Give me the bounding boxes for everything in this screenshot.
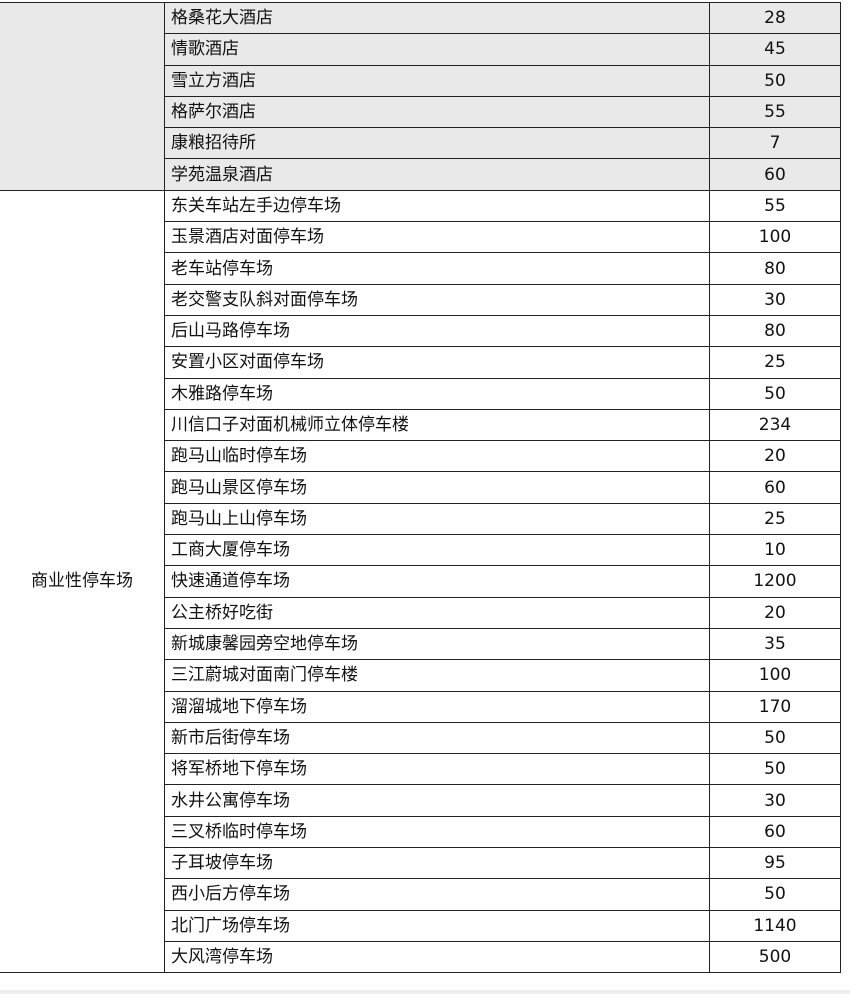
parking-name: 三江蔚城对面南门停车楼	[164, 659, 710, 692]
table-row: 西小后方停车场 50	[0, 878, 841, 911]
parking-spaces: 20	[709, 440, 841, 473]
parking-spaces: 28	[709, 1, 841, 35]
parking-spaces: 80	[709, 252, 841, 285]
table-row: 格萨尔酒店 55	[0, 95, 841, 129]
table-row: 北门广场停车场 1140	[0, 909, 841, 942]
parking-name: 子耳坡停车场	[164, 847, 710, 880]
parking-spaces: 7	[709, 127, 841, 160]
parking-name: 新城康馨园旁空地停车场	[164, 627, 710, 661]
table-row: 商业性停车场 东关车站左手边停车场 55	[0, 189, 841, 974]
parking-name: 老车站停车场	[164, 252, 710, 285]
parking-name: 工商大厦停车场	[164, 534, 710, 567]
parking-spaces: 50	[709, 753, 841, 786]
parking-spaces: 50	[709, 64, 841, 97]
bottom-strip	[0, 990, 850, 994]
parking-name: 新市后街停车场	[164, 721, 710, 755]
parking-spaces: 45	[709, 33, 841, 66]
table-row: 老车站停车场 80	[0, 252, 841, 285]
parking-spaces: 55	[709, 189, 841, 223]
parking-name: 学苑温泉酒店	[164, 158, 710, 191]
parking-name: 跑马山临时停车场	[164, 440, 710, 473]
parking-name: 后山马路停车场	[164, 314, 710, 348]
parking-name: 康粮招待所	[164, 127, 710, 160]
parking-name: 木雅路停车场	[164, 377, 710, 410]
table-row: 工商大厦停车场 10	[0, 534, 841, 567]
parking-spaces: 25	[709, 346, 841, 379]
parking-spaces: 25	[709, 502, 841, 536]
parking-name: 北门广场停车场	[164, 909, 710, 942]
table-row: 玉景酒店对面停车场 100	[0, 221, 841, 254]
parking-spaces: 500	[709, 940, 841, 974]
parking-name: 川信口子对面机械师立体停车楼	[164, 408, 710, 442]
parking-spaces: 1200	[709, 565, 841, 598]
parking-name: 西小后方停车场	[164, 878, 710, 911]
group-label	[0, 2, 165, 191]
table-row: 快速通道停车场 1200	[0, 565, 841, 598]
parking-name: 公主桥好吃街	[164, 596, 710, 629]
table-row: 公主桥好吃街 20	[0, 596, 841, 629]
parking-spaces: 80	[709, 314, 841, 348]
table-row: 康粮招待所 7	[0, 127, 841, 160]
table-row: 跑马山临时停车场 20	[0, 440, 841, 473]
parking-spaces: 100	[709, 221, 841, 254]
parking-table: 格桑花大酒店 28 情歌酒店 45 雪立方酒店 50 格萨尔酒店 55 康粮招待所 7 学苑温泉酒店…	[0, 1, 841, 974]
table-row: 大风湾停车场 500	[0, 940, 841, 974]
parking-name: 雪立方酒店	[164, 64, 710, 97]
table-row: 情歌酒店 45	[0, 33, 841, 66]
parking-spaces: 60	[709, 471, 841, 504]
parking-name: 将军桥地下停车场	[164, 753, 710, 786]
parking-name: 跑马山上山停车场	[164, 502, 710, 536]
table-row: 三江蔚城对面南门停车楼 100	[0, 659, 841, 692]
parking-spaces: 30	[709, 283, 841, 316]
parking-name: 水井公寓停车场	[164, 784, 710, 817]
parking-spaces: 50	[709, 377, 841, 410]
group-label: 商业性停车场	[0, 189, 165, 974]
parking-spaces: 60	[709, 158, 841, 191]
parking-name: 东关车站左手边停车场	[164, 189, 710, 223]
parking-spaces: 50	[709, 721, 841, 755]
parking-name: 跑马山景区停车场	[164, 471, 710, 504]
table-row: 三叉桥临时停车场 60	[0, 815, 841, 849]
parking-spaces: 50	[709, 878, 841, 911]
parking-name: 溜溜城地下停车场	[164, 690, 710, 723]
parking-spaces: 100	[709, 659, 841, 692]
parking-spaces: 1140	[709, 909, 841, 942]
table-row: 溜溜城地下停车场 170	[0, 690, 841, 723]
parking-spaces: 95	[709, 847, 841, 880]
parking-name: 情歌酒店	[164, 33, 710, 66]
parking-name: 安置小区对面停车场	[164, 346, 710, 379]
table-row: 格桑花大酒店 28	[0, 1, 841, 191]
parking-name: 老交警支队斜对面停车场	[164, 283, 710, 316]
parking-name: 格桑花大酒店	[164, 1, 710, 35]
parking-spaces: 30	[709, 784, 841, 817]
parking-spaces: 55	[709, 95, 841, 129]
parking-name: 格萨尔酒店	[164, 95, 710, 129]
table-row: 新城康馨园旁空地停车场 35	[0, 627, 841, 661]
parking-spaces: 170	[709, 690, 841, 723]
parking-name: 快速通道停车场	[164, 565, 710, 598]
parking-name: 大风湾停车场	[164, 940, 710, 974]
parking-spaces: 234	[709, 408, 841, 442]
parking-spaces: 20	[709, 596, 841, 629]
parking-name: 玉景酒店对面停车场	[164, 221, 710, 254]
parking-spaces: 60	[709, 815, 841, 849]
parking-name: 三叉桥临时停车场	[164, 815, 710, 849]
parking-spaces: 35	[709, 627, 841, 661]
parking-spaces: 10	[709, 534, 841, 567]
